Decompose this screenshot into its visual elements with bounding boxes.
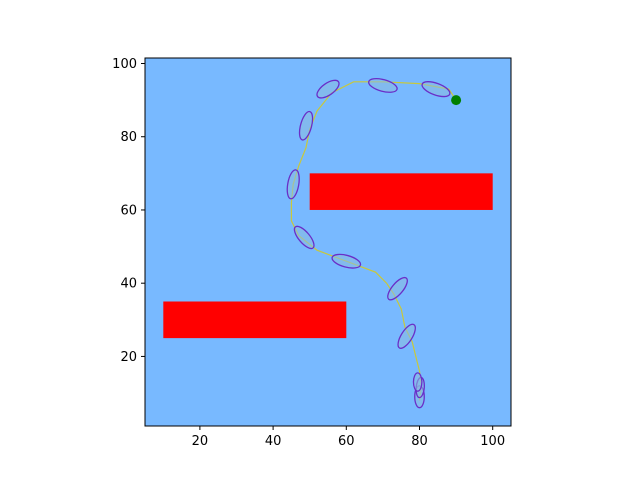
obstacle-rect-1 [309,173,493,210]
y-tick-label: 20 [120,350,137,365]
x-tick-label: 60 [338,434,355,449]
uncertainty-ellipse-4 [397,323,416,349]
y-tick-label: 80 [120,130,137,145]
uncertainty-ellipse-6 [331,253,362,269]
y-tick-label: 60 [120,203,137,218]
goal-marker [451,95,462,106]
x-tick-label: 100 [480,434,505,449]
uncertainty-ellipse-9 [298,110,314,141]
uncertainty-ellipse-7 [293,225,315,250]
x-axis-ticks: 20 40 60 80 100 [192,426,505,449]
axes-frame [144,57,512,427]
uncertainty-ellipse-5 [387,276,408,301]
obstacles-layer [163,173,493,339]
x-tick-label: 80 [411,434,428,449]
uncertainty-ellipse-10 [316,79,340,99]
x-tick-label: 40 [265,434,282,449]
uncertainty-ellipses [286,78,451,409]
y-tick-label: 100 [112,57,137,72]
uncertainty-ellipse-12 [421,81,451,98]
y-tick-label: 40 [120,277,137,292]
uncertainty-ellipse-11 [368,78,398,93]
plot-area [145,58,511,426]
uncertainty-ellipse-3 [412,372,423,392]
plot-background [145,58,511,426]
x-tick-label: 20 [192,434,209,449]
uncertainty-ellipse-8 [286,169,300,200]
y-axis-ticks: 20 40 60 80 100 [112,57,145,365]
obstacle-rect-2 [163,301,347,339]
